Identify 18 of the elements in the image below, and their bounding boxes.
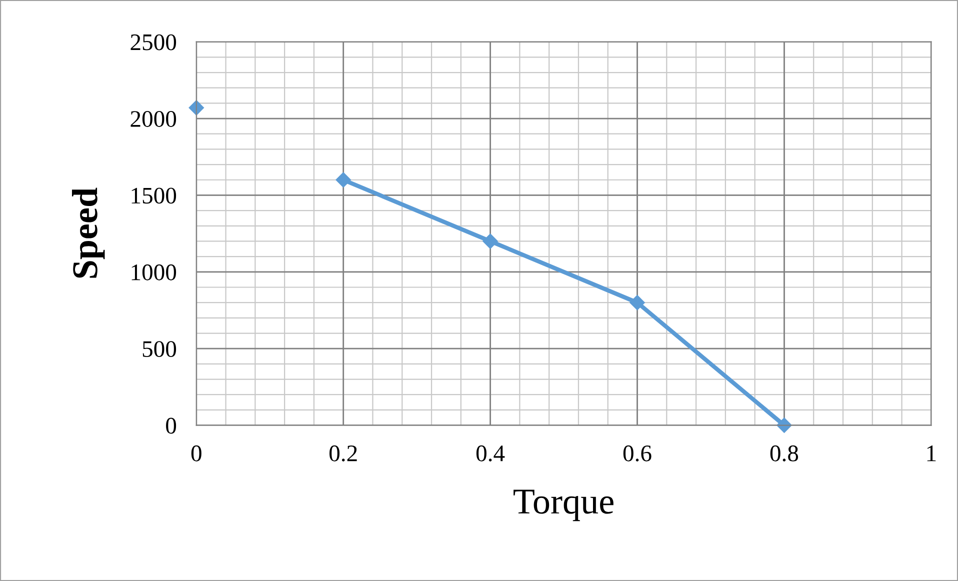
y-tick-label: 2500: [130, 34, 176, 50]
y-axis-title: Speed: [72, 188, 105, 278]
y-tick-label: 500: [142, 341, 176, 358]
x-tick-label: 0.8: [770, 445, 798, 462]
y-tick-label: 0: [166, 418, 176, 434]
point: [336, 172, 351, 188]
y-tick-label: 1500: [132, 188, 176, 204]
y-tick-label: 2000: [130, 111, 176, 127]
point: [630, 295, 645, 310]
point: [188, 100, 204, 116]
x-tick-label: 0.4: [476, 445, 505, 462]
x-tick-label: 1: [927, 446, 936, 462]
y-tick-label: 1000: [132, 264, 176, 280]
x-tick-label: 0.2: [329, 445, 357, 462]
x-axis-title: Torque: [514, 490, 614, 522]
x-tick-label: 0: [191, 445, 202, 462]
point: [482, 234, 498, 249]
x-tick-label: 0.6: [623, 445, 652, 462]
